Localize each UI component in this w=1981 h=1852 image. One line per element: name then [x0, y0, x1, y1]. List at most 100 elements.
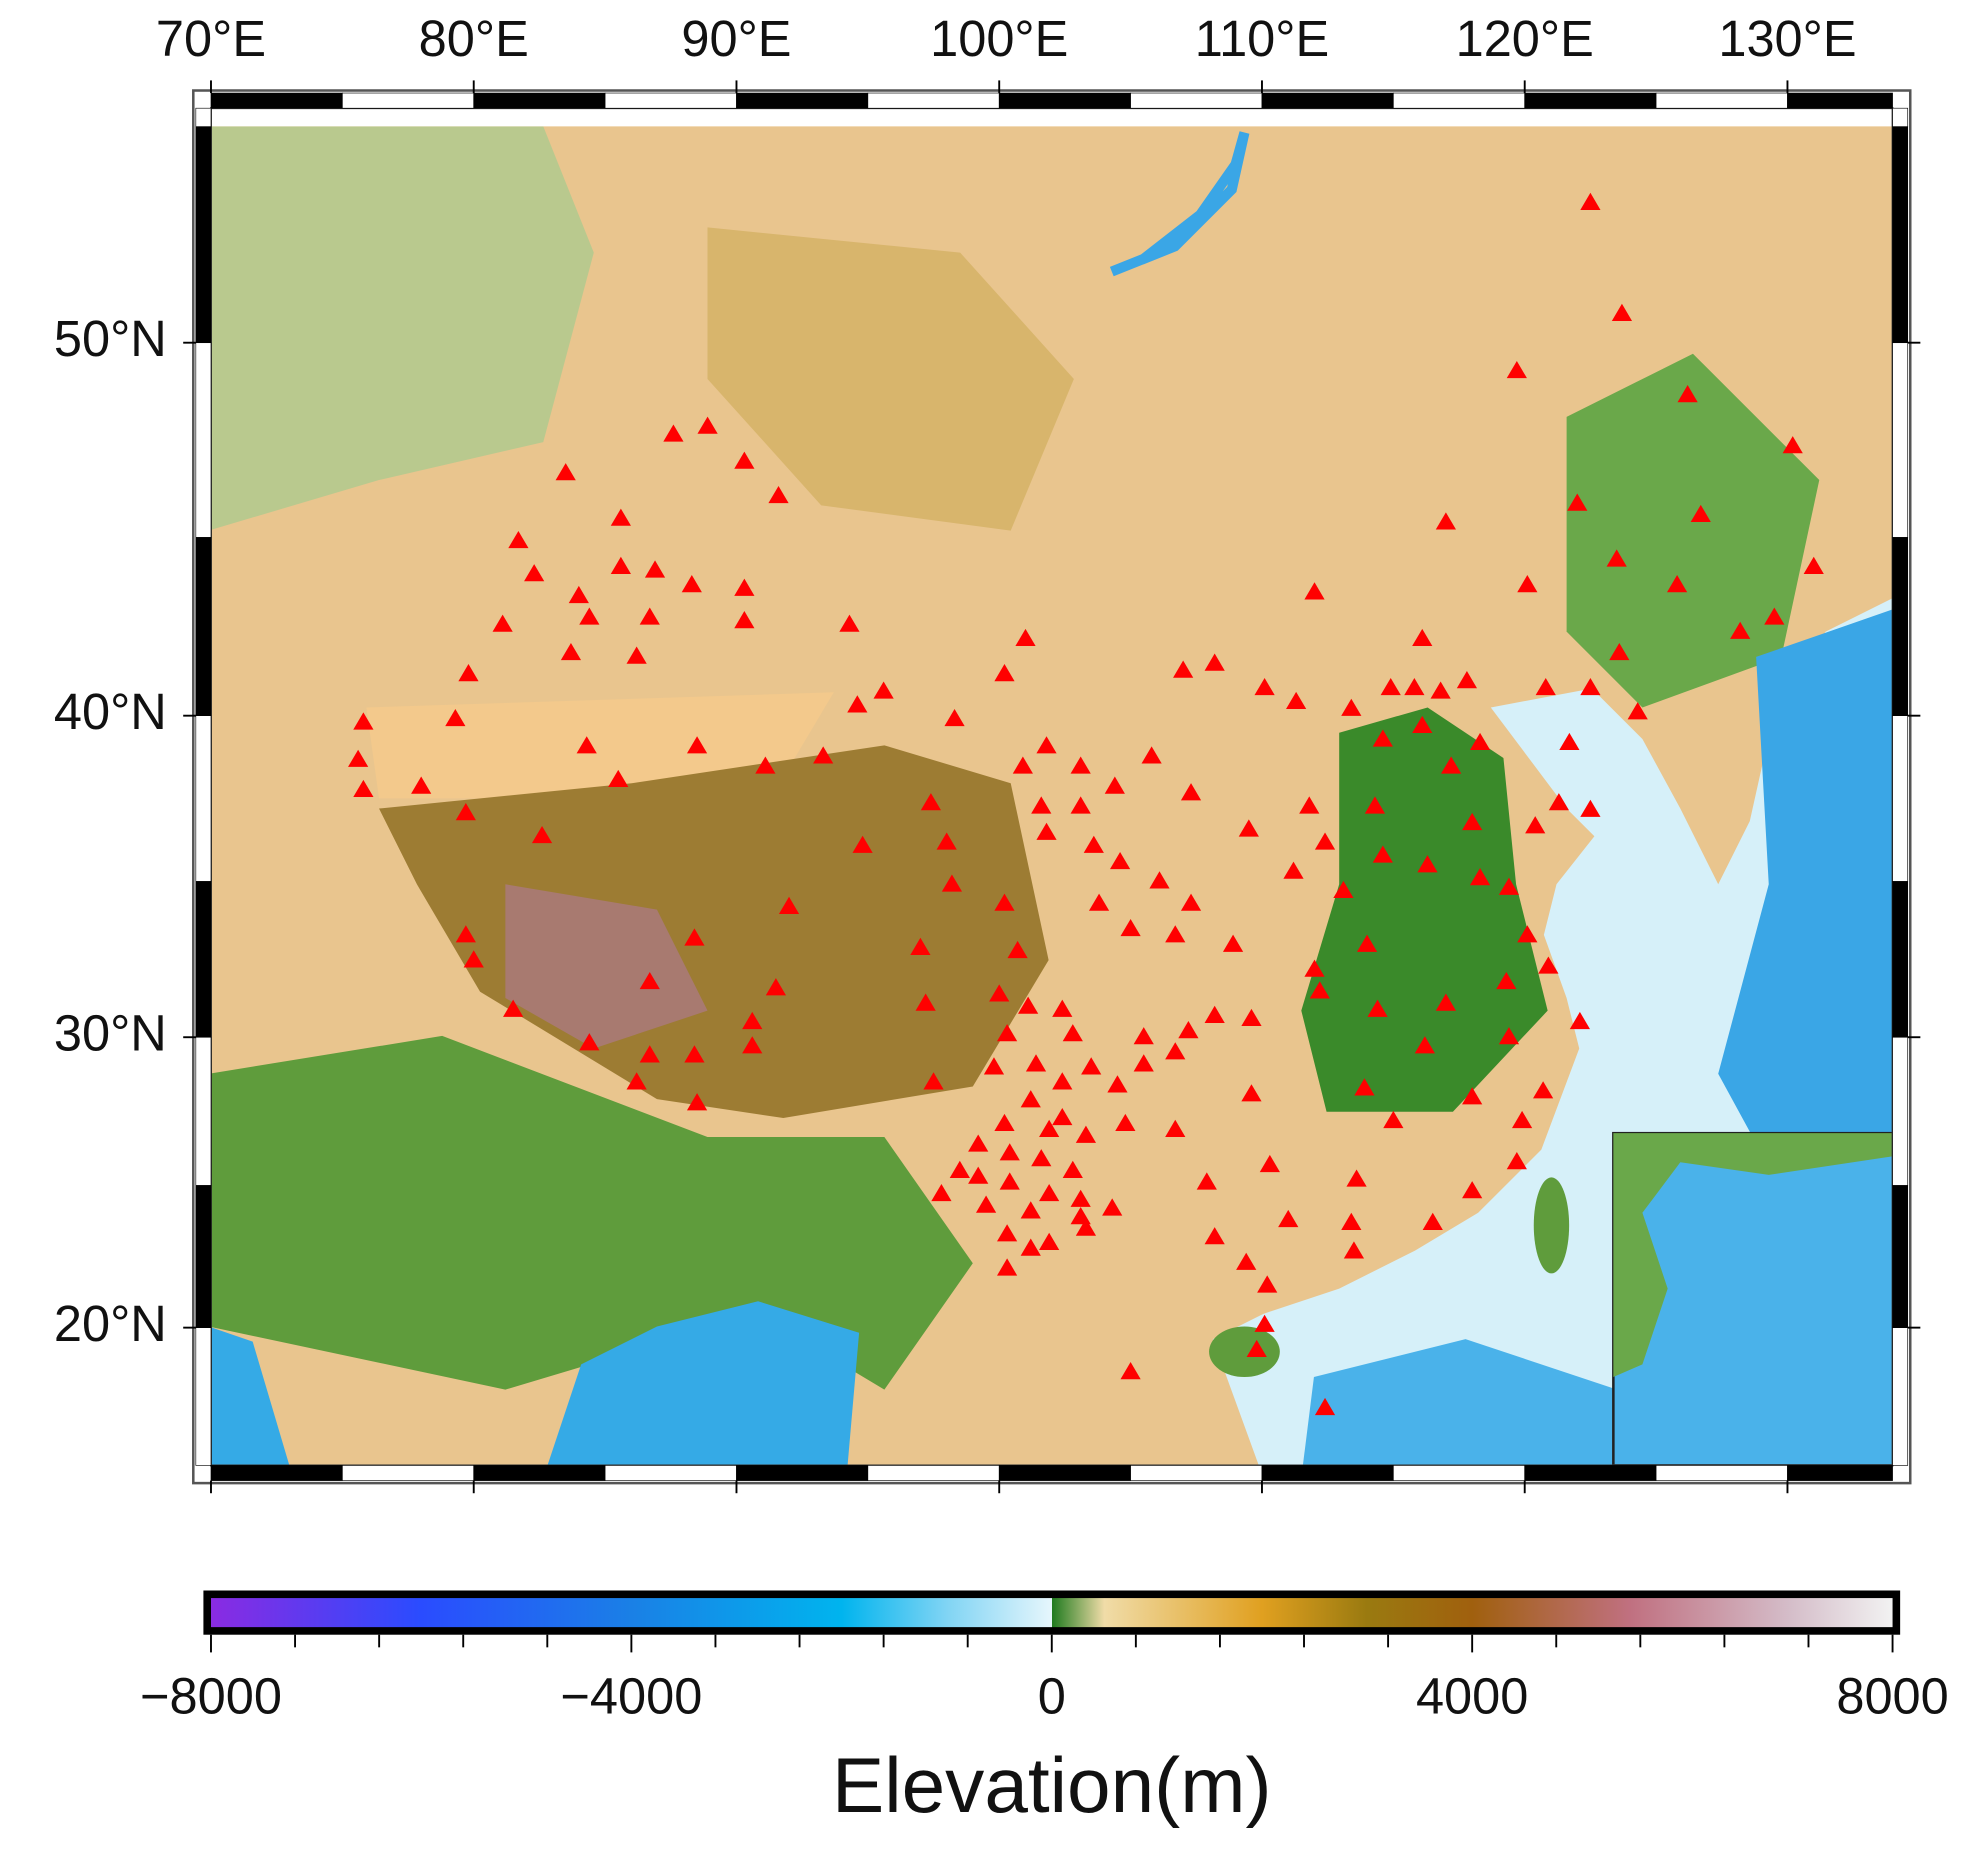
- station: [944, 709, 965, 727]
- y-tick-label: 30°N: [54, 1005, 167, 1062]
- station: [1259, 1154, 1280, 1173]
- station: [1469, 868, 1491, 886]
- station: [1254, 1314, 1275, 1332]
- station: [915, 993, 936, 1011]
- station: [1018, 996, 1039, 1014]
- x-tick-label: 100°E: [930, 10, 1068, 67]
- station: [1107, 1075, 1128, 1093]
- lowland: [210, 1035, 973, 1390]
- station: [348, 749, 369, 767]
- station: [1606, 549, 1627, 567]
- station: [1102, 1198, 1123, 1216]
- station: [1441, 756, 1462, 774]
- frame-bar: [1130, 92, 1263, 109]
- station: [1278, 1209, 1299, 1228]
- inset-land: [1613, 1133, 1893, 1377]
- frame-bar: [998, 1465, 1131, 1481]
- x-tick-label: 80°E: [419, 10, 529, 67]
- station: [1173, 660, 1194, 678]
- station: [1039, 1232, 1060, 1250]
- station: [1304, 582, 1325, 600]
- station: [1354, 1078, 1375, 1096]
- frame-bar: [604, 92, 737, 109]
- station: [1506, 361, 1527, 379]
- colorbar-title: Elevation(m): [832, 1741, 1272, 1829]
- station: [1052, 1072, 1073, 1090]
- station: [1141, 746, 1162, 764]
- frame-bar: [195, 715, 212, 882]
- frame-bar: [604, 1465, 737, 1481]
- frame-bar: [867, 1465, 1000, 1481]
- station: [1088, 893, 1110, 911]
- station: [994, 893, 1015, 911]
- station: [1580, 677, 1601, 696]
- frame-bar: [998, 92, 1131, 109]
- frame-bar: [1393, 92, 1526, 109]
- station: [1104, 776, 1125, 794]
- frame-bar: [1892, 342, 1909, 538]
- station: [1435, 993, 1457, 1011]
- station: [610, 556, 631, 574]
- station: [852, 835, 873, 853]
- frame-bar: [473, 1465, 606, 1481]
- frame-bar: [195, 107, 212, 127]
- station: [463, 950, 484, 968]
- station: [1412, 715, 1433, 734]
- station: [353, 712, 374, 730]
- colorbar-tick-label: 0: [1038, 1668, 1066, 1725]
- station: [910, 937, 931, 955]
- station: [1609, 643, 1630, 661]
- frame-bar: [1524, 92, 1657, 109]
- station: [1133, 1054, 1154, 1072]
- station: [1020, 1090, 1041, 1108]
- station: [1070, 756, 1091, 774]
- station: [1667, 575, 1688, 593]
- y-tick-label: 50°N: [54, 310, 167, 367]
- station: [684, 1045, 705, 1063]
- map-frame: 70°E 80°E 90°E 100°E 110°E 120°E 130°E 20°N 30°N…: [54, 10, 1921, 1494]
- station: [923, 1072, 944, 1090]
- station: [936, 832, 957, 850]
- station: [1525, 816, 1546, 834]
- station: [1580, 799, 1601, 817]
- station: [1257, 1275, 1278, 1293]
- station: [1372, 729, 1393, 747]
- frame-bar: [195, 1185, 212, 1328]
- station: [411, 776, 432, 794]
- frame-bar: [1892, 881, 1909, 1038]
- station: [626, 1072, 647, 1090]
- station: [1115, 1113, 1136, 1132]
- frame-bar: [1261, 92, 1394, 109]
- station: [1380, 677, 1401, 696]
- sea: [210, 1327, 290, 1466]
- station: [492, 614, 513, 632]
- station: [1283, 861, 1304, 879]
- x-tick-label: 90°E: [681, 10, 791, 67]
- station: [445, 709, 466, 727]
- station: [1052, 1107, 1073, 1126]
- station: [1314, 832, 1336, 850]
- y-tick-label: 40°N: [54, 683, 167, 740]
- station: [1435, 512, 1457, 530]
- station: [1015, 628, 1036, 647]
- frame-bar: [736, 1465, 869, 1481]
- station: [579, 1033, 600, 1051]
- station: [639, 607, 660, 625]
- station: [1569, 1011, 1591, 1030]
- station: [1178, 1021, 1199, 1039]
- station: [873, 681, 894, 699]
- station: [626, 646, 647, 664]
- station: [1031, 796, 1052, 814]
- frame-bar: [195, 1327, 212, 1466]
- station: [1180, 783, 1202, 801]
- station: [1222, 934, 1244, 952]
- station: [1304, 959, 1325, 977]
- station: [1677, 385, 1698, 403]
- station: [1180, 893, 1202, 911]
- station: [1039, 1119, 1060, 1137]
- frame-bar: [1655, 1465, 1788, 1481]
- frame-bar: [1393, 1465, 1526, 1481]
- station: [1372, 845, 1393, 863]
- x-tick-label: 120°E: [1456, 10, 1594, 67]
- station: [1286, 691, 1307, 709]
